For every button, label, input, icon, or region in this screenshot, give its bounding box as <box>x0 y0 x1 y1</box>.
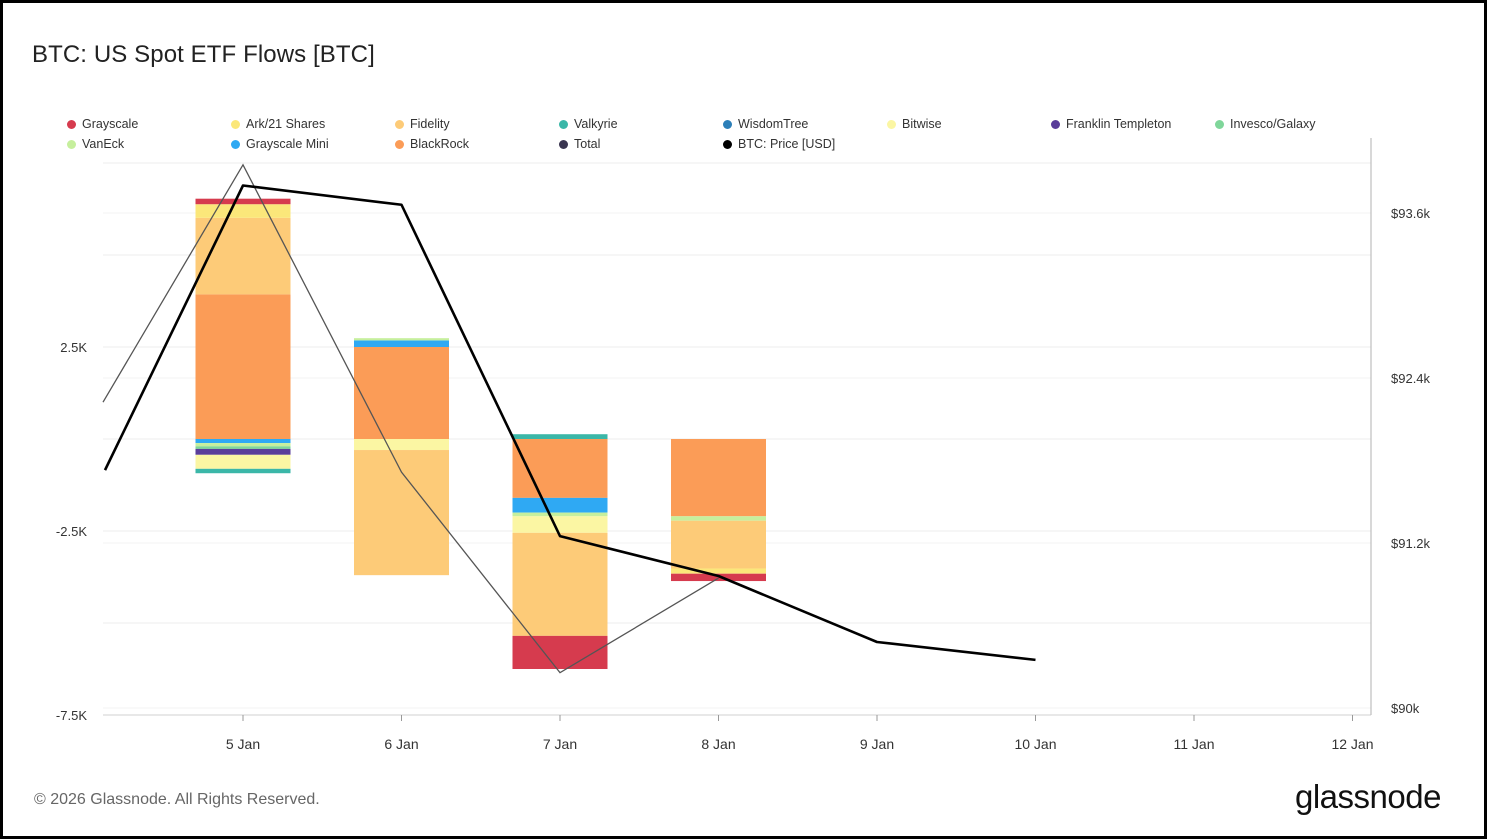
brand-logo: glassnode <box>1295 778 1441 815</box>
bar-valkyrie <box>512 434 608 439</box>
bar-fidelity <box>354 450 449 576</box>
legend-item-bitwise[interactable]: Bitwise <box>887 117 942 131</box>
x-tick-label: 5 Jan <box>226 736 260 752</box>
legend-dot-icon <box>395 139 404 149</box>
bar-blackrock <box>195 294 291 439</box>
y-left-tick-label: -2.5K <box>56 524 87 539</box>
legend-item-wisdomtree[interactable]: WisdomTree <box>723 117 808 131</box>
bar-ark-21-shares <box>195 204 291 218</box>
legend-label: Fidelity <box>410 117 450 131</box>
legend-dot-icon <box>723 119 732 129</box>
legend-item-btc-price-usd[interactable]: BTC: Price [USD] <box>723 137 835 151</box>
legend-label: VanEck <box>82 137 125 151</box>
legend-label: Ark/21 Shares <box>246 117 326 131</box>
legend-item-grayscale[interactable]: Grayscale <box>67 117 138 131</box>
legend-item-vaneck[interactable]: VanEck <box>67 137 124 151</box>
legend-dot-icon <box>1215 119 1224 129</box>
bar-fidelity <box>195 217 291 295</box>
legend-dot-icon <box>1051 119 1060 129</box>
legend-dot-icon <box>231 119 240 129</box>
bar-valkyrie <box>195 468 291 474</box>
copyright: © 2026 Glassnode. All Rights Reserved. <box>34 791 320 808</box>
x-tick-label: 8 Jan <box>701 736 735 752</box>
legend-label: Grayscale <box>82 117 139 131</box>
legend-dot-icon <box>887 119 896 129</box>
bar-blackrock <box>354 347 449 439</box>
legend-dot-icon <box>67 119 76 129</box>
bar-fidelity <box>671 520 766 569</box>
chart-title: BTC: US Spot ETF Flows [BTC] <box>32 41 375 68</box>
x-tick-label: 10 Jan <box>1014 736 1056 752</box>
x-tick-label: 9 Jan <box>860 736 894 752</box>
y-right-tick-label: $92.4k <box>1391 371 1431 386</box>
legend-item-grayscale-mini[interactable]: Grayscale Mini <box>231 137 329 151</box>
legend-dot-icon <box>723 139 732 149</box>
y-left-tick-label: 2.5K <box>60 340 87 355</box>
legend-label: BTC: Price [USD] <box>738 137 836 151</box>
bar-ark-21-shares <box>671 568 766 574</box>
legend-item-valkyrie[interactable]: Valkyrie <box>559 117 618 131</box>
legend-item-fidelity[interactable]: Fidelity <box>395 117 450 131</box>
total-line <box>102 163 719 674</box>
legend-item-blackrock[interactable]: BlackRock <box>395 137 469 151</box>
legend-item-invesco-galaxy[interactable]: Invesco/Galaxy <box>1215 117 1315 131</box>
btc-price-line <box>103 184 1036 662</box>
legend-item-ark-21-shares[interactable]: Ark/21 Shares <box>231 117 325 131</box>
bar-grayscale-mini <box>195 439 291 444</box>
bar-fidelity <box>512 532 608 636</box>
bar-invesco-galaxy <box>195 446 291 449</box>
bar-vaneck <box>195 443 291 447</box>
x-tick-label: 7 Jan <box>543 736 577 752</box>
bar-blackrock <box>671 439 766 517</box>
legend-label: Valkyrie <box>574 117 618 131</box>
bar-bitwise <box>195 454 291 469</box>
chart-plot: 2.5K -2.5K -7.5K $93.6k $92.4k $91.2k $90k 5 Ja… <box>56 138 1431 752</box>
bar-grayscale <box>195 198 291 205</box>
y-right-tick-label: $90k <box>1391 701 1420 716</box>
bar-grayscale-mini <box>512 497 608 513</box>
legend-item-total[interactable]: Total <box>559 137 600 151</box>
y-right-tick-label: $93.6k <box>1391 206 1431 221</box>
legend-label: Grayscale Mini <box>246 137 329 151</box>
bar-vaneck <box>671 516 766 521</box>
legend-label: Bitwise <box>902 117 942 131</box>
bar-bitwise <box>354 439 449 451</box>
x-tick-label: 6 Jan <box>384 736 418 752</box>
bar-franklin-templeton <box>195 448 291 455</box>
legend-label: Franklin Templeton <box>1066 117 1172 131</box>
legend-item-franklin-templeton[interactable]: Franklin Templeton <box>1051 117 1171 131</box>
y-left-tick-label: -7.5K <box>56 708 87 723</box>
legend-dot-icon <box>559 139 568 149</box>
legend: Grayscale Ark/21 Shares Fidelity Valkyrie Wi… <box>67 117 1367 161</box>
legend-label: Invesco/Galaxy <box>1230 117 1316 131</box>
legend-label: WisdomTree <box>738 117 809 131</box>
legend-dot-icon <box>395 119 404 129</box>
legend-dot-icon <box>559 119 568 129</box>
bar-vaneck <box>512 512 608 517</box>
legend-label: Total <box>574 137 601 151</box>
x-tick-label: 12 Jan <box>1331 736 1373 752</box>
y-right-tick-label: $91.2k <box>1391 536 1431 551</box>
bar-grayscale <box>512 635 608 669</box>
bar-bitwise <box>512 516 608 533</box>
bar-vaneck <box>354 338 449 341</box>
legend-dot-icon <box>67 139 76 149</box>
legend-dot-icon <box>231 139 240 149</box>
bar-grayscale-mini <box>354 340 449 347</box>
x-tick-label: 11 Jan <box>1174 736 1215 752</box>
legend-label: BlackRock <box>410 137 470 151</box>
